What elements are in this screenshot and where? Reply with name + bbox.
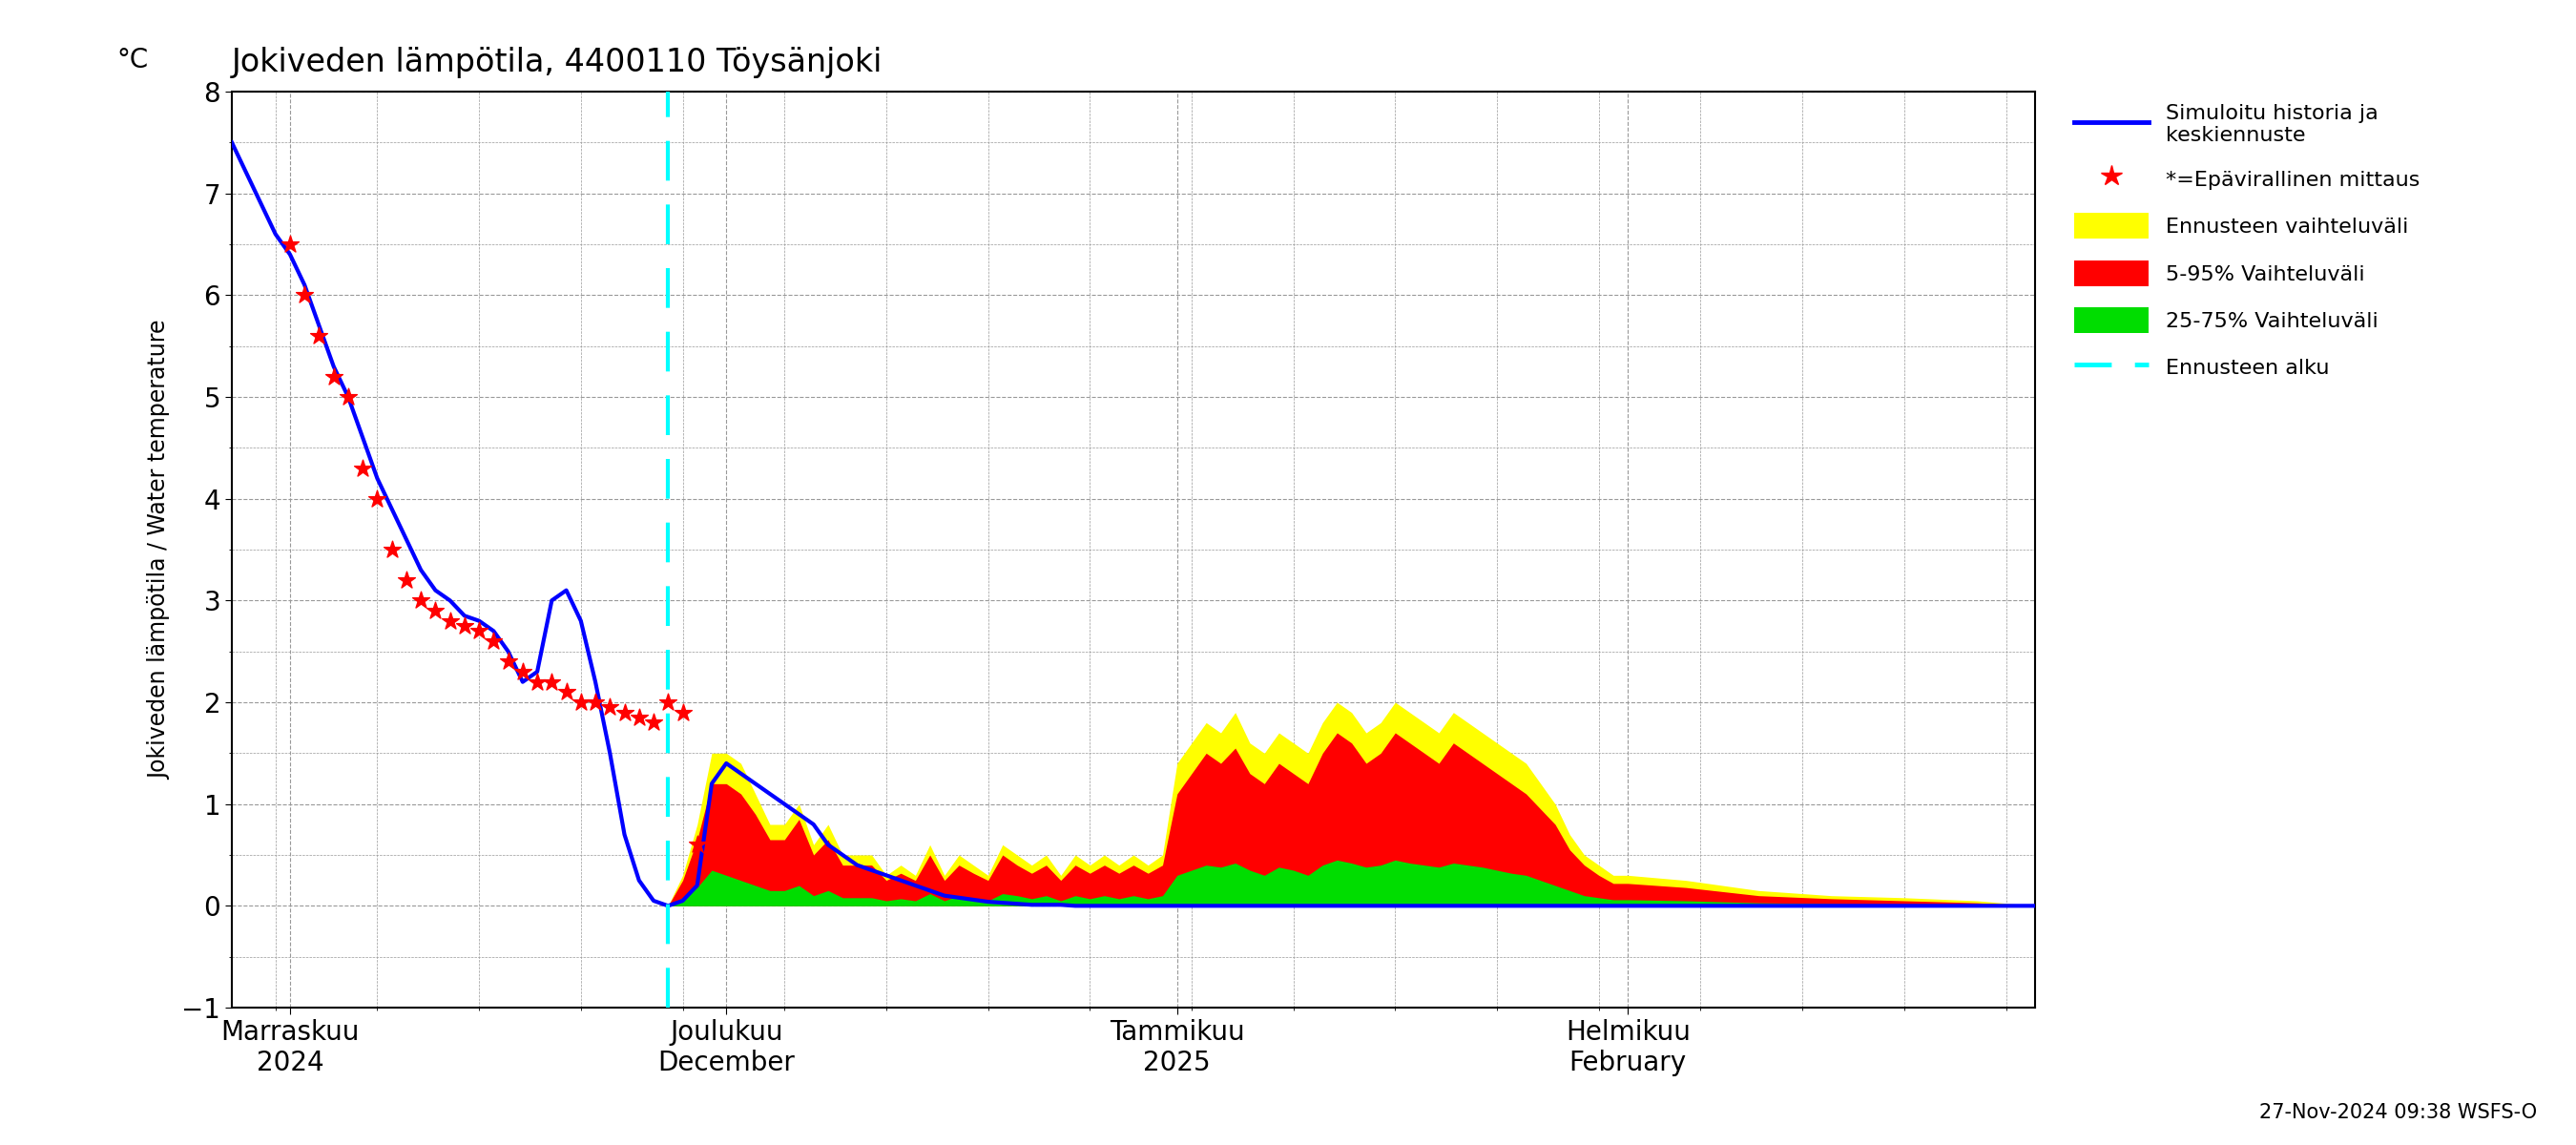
Legend: Simuloitu historia ja
keskiennuste, *=Epävirallinen mittaus, Ennusteen vaihteluv: Simuloitu historia ja keskiennuste, *=Ep…	[2063, 93, 2429, 390]
Point	[618, 709, 659, 727]
Point	[415, 601, 456, 619]
Point	[546, 682, 587, 701]
Point	[634, 713, 675, 732]
Point	[327, 388, 368, 406]
Point	[386, 571, 428, 590]
Point	[355, 490, 397, 508]
Point	[706, 846, 747, 864]
Text: °C: °C	[116, 47, 149, 73]
Point	[603, 703, 644, 721]
Point	[518, 673, 559, 692]
Point	[459, 622, 500, 640]
Point	[502, 663, 544, 681]
Point	[662, 703, 703, 721]
Text: 27-Nov-2024 09:38 WSFS-O: 27-Nov-2024 09:38 WSFS-O	[2259, 1103, 2537, 1122]
Point	[399, 591, 440, 609]
Point	[574, 693, 616, 711]
Point	[283, 286, 325, 305]
Point	[559, 693, 600, 711]
Point	[299, 326, 340, 345]
Point	[371, 540, 412, 559]
Text: Jokiveden lämpötila, 4400110 Töysänjoki: Jokiveden lämpötila, 4400110 Töysänjoki	[232, 47, 884, 78]
Point	[314, 368, 355, 386]
Point	[343, 459, 384, 477]
Point	[487, 653, 528, 671]
Point	[430, 611, 471, 630]
Point	[647, 693, 688, 711]
Point	[590, 698, 631, 717]
Point	[531, 673, 572, 692]
Y-axis label: Jokiveden lämpötila / Water temperature: Jokiveden lämpötila / Water temperature	[147, 319, 170, 780]
Point	[474, 632, 515, 650]
Point	[677, 836, 719, 854]
Point	[443, 617, 484, 635]
Point	[270, 235, 312, 253]
Point	[690, 846, 732, 864]
